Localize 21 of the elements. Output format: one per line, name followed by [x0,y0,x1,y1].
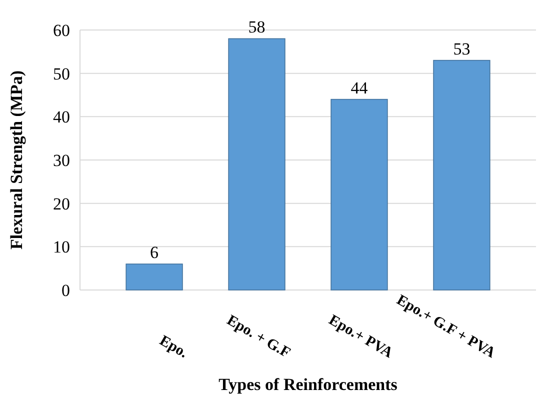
bar [330,98,388,290]
y-tick-label: 60 [53,20,70,40]
y-tick-label: 50 [53,64,70,84]
data-label: 58 [248,18,266,37]
y-axis-title: Flexural Strength (MPa) [7,70,26,250]
x-tick-label: Epo. [156,332,190,362]
data-label: 44 [350,78,368,98]
y-tick-label: 0 [62,280,70,300]
x-tick-label: Epo. + G.F [224,312,293,362]
y-tick-label: 40 [53,108,70,127]
y-tick-label: 20 [53,194,70,214]
data-label: 6 [150,243,159,262]
bar [228,38,286,290]
bar [126,264,183,290]
x-tick-label: Epo.+ G.F + PVA [394,292,498,362]
x-axis-title: Types of Reinforcements [218,375,398,394]
data-label: 53 [453,39,470,58]
x-tick-label: Epo.+ PVA [326,312,396,362]
bar [433,60,490,290]
y-tick-label: 10 [53,238,70,257]
y-tick-label: 30 [53,150,70,170]
